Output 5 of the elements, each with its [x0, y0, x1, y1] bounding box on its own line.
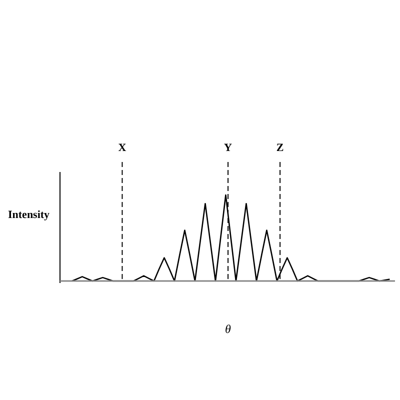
text: X — [118, 142, 126, 154]
y-axis-title: Intensity — [8, 209, 50, 221]
text: Y — [224, 142, 232, 154]
text: Z — [276, 142, 284, 154]
x-axis-title: θ — [225, 322, 232, 336]
